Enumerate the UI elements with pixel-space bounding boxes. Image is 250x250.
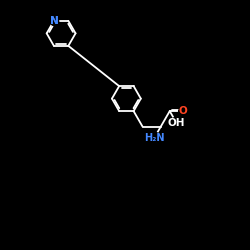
Text: N: N	[50, 16, 58, 26]
Text: H₂N: H₂N	[144, 133, 165, 143]
Text: OH: OH	[168, 118, 185, 128]
Text: N: N	[50, 16, 58, 26]
Text: O: O	[179, 106, 188, 116]
